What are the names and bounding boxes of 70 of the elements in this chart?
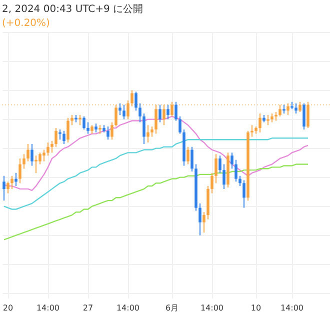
x-tick-label: 27 <box>82 304 94 312</box>
candlestick <box>82 116 86 130</box>
candlestick <box>70 114 74 126</box>
candlestick <box>18 158 22 184</box>
candlestick <box>286 102 290 116</box>
candlestick <box>10 175 14 190</box>
candlestick <box>2 175 6 202</box>
candlestick <box>66 117 70 144</box>
candlestick <box>58 128 62 140</box>
candlestick <box>162 104 166 126</box>
candlestick <box>306 101 310 129</box>
candlestick <box>298 101 302 113</box>
candlestick <box>250 124 254 138</box>
x-tick-label: 14:00 <box>36 304 60 312</box>
candlestick <box>210 172 214 194</box>
candlestick <box>230 152 234 170</box>
candlestick <box>138 102 142 123</box>
candlestick <box>126 100 130 120</box>
x-tick-label: 6月 <box>165 304 179 312</box>
candlestick <box>218 155 222 174</box>
x-tick-label: 14:00 <box>280 304 304 312</box>
candlestick <box>14 172 18 187</box>
candlestick <box>238 175 242 187</box>
candlestick <box>26 143 30 162</box>
candlestick <box>234 159 238 182</box>
candlestick <box>154 104 158 134</box>
x-tick-label: 20 <box>2 304 14 312</box>
candlestick <box>258 112 262 133</box>
candlestick <box>122 104 126 120</box>
x-tick-label: 14:00 <box>200 304 224 312</box>
candlestick <box>190 146 194 172</box>
candlestick <box>134 91 138 112</box>
candlestick <box>142 112 146 144</box>
candlestick <box>54 128 58 148</box>
candlestick <box>222 164 226 190</box>
candlestick <box>118 102 122 116</box>
candlestick <box>62 130 66 144</box>
candlestick <box>30 143 34 166</box>
x-tick-label: 14:00 <box>116 304 140 312</box>
candlestick <box>106 126 110 140</box>
candlestick <box>34 155 38 174</box>
candlestick <box>38 152 42 165</box>
candlestick <box>198 202 202 236</box>
candlestick <box>186 146 190 165</box>
x-tick-label: 10 <box>250 304 262 312</box>
candlestick <box>146 124 150 144</box>
chart-subtitle: (+0.20%) <box>2 18 50 29</box>
candlestick <box>78 114 82 126</box>
candlestick <box>302 102 306 130</box>
candlestick <box>42 149 46 162</box>
candlestick <box>130 90 134 107</box>
candlestick <box>202 212 206 233</box>
candlestick <box>158 104 162 123</box>
candlestick <box>174 101 178 122</box>
candlestick <box>110 122 114 140</box>
candlestick <box>114 104 118 128</box>
candlestick <box>214 154 218 184</box>
candlestick <box>50 140 54 154</box>
candlestick <box>242 180 246 208</box>
candlestick <box>178 116 182 134</box>
candlestick <box>166 104 170 120</box>
candlestick <box>278 104 282 117</box>
candlestick <box>46 142 50 156</box>
candlestick <box>150 126 154 138</box>
candlestick <box>6 181 10 194</box>
candlestick <box>86 122 90 134</box>
candlestick <box>294 102 298 114</box>
candlestick <box>22 154 26 170</box>
chart-title: 2, 2024 00:43 UTC+9 に公開 <box>2 3 144 15</box>
candlestick <box>170 101 174 117</box>
